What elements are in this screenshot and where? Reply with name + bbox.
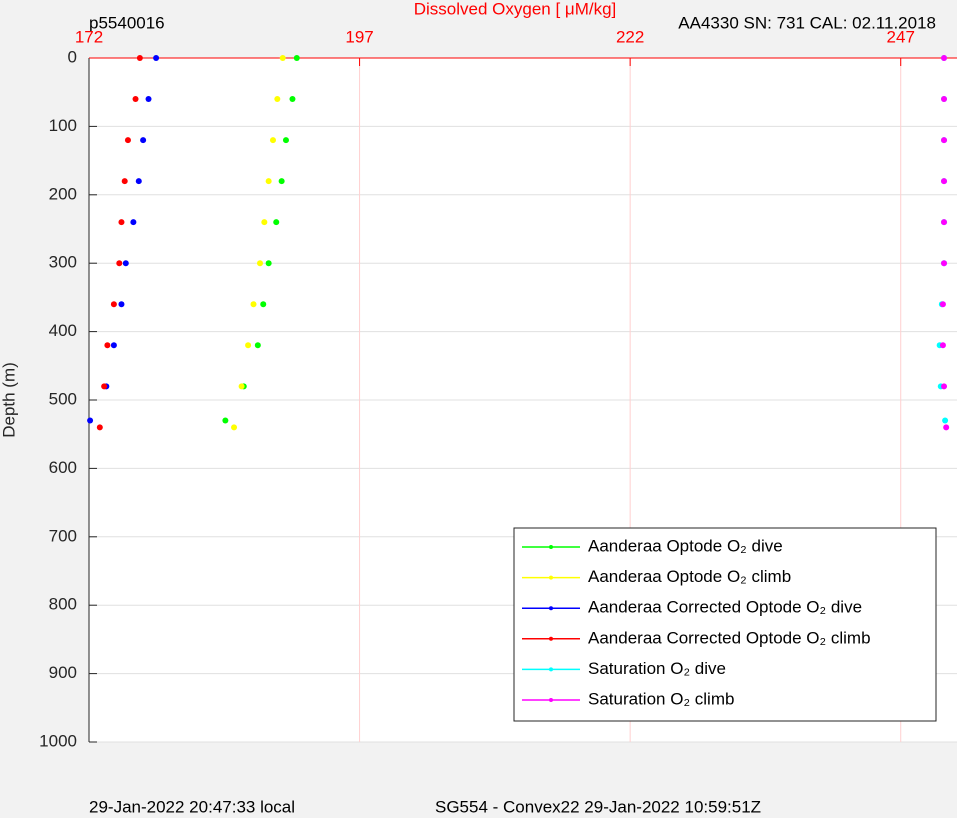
y-tick-label: 200 — [49, 184, 77, 203]
data-point — [289, 96, 296, 103]
data-point — [130, 219, 137, 226]
data-point — [121, 178, 128, 185]
data-point — [87, 417, 94, 424]
data-point — [273, 219, 280, 226]
y-tick-label: 500 — [49, 389, 77, 408]
data-point — [939, 301, 946, 308]
data-point — [941, 55, 948, 61]
data-point — [135, 178, 142, 185]
data-point — [132, 96, 139, 103]
legend-marker — [549, 698, 553, 702]
y-tick-label: 100 — [49, 116, 77, 135]
data-point — [282, 137, 289, 144]
legend-label: Aanderaa Corrected Optode O₂ climb — [588, 628, 871, 647]
data-point — [269, 137, 276, 144]
data-point — [293, 55, 300, 61]
y-tick-label: 300 — [49, 253, 77, 272]
legend-label: Aanderaa Optode O₂ climb — [588, 567, 791, 586]
legend-label: Aanderaa Corrected Optode O₂ dive — [588, 598, 862, 617]
legend-label: Saturation O₂ dive — [588, 659, 726, 678]
x-tick-label: 197 — [345, 27, 373, 46]
data-point — [278, 178, 285, 185]
data-point — [110, 301, 117, 308]
data-point — [231, 424, 238, 431]
y-tick-label: 0 — [68, 47, 77, 66]
y-tick-label: 600 — [49, 458, 77, 477]
y-tick-label: 800 — [49, 595, 77, 614]
data-point — [941, 178, 948, 185]
y-tick-label: 1000 — [39, 731, 77, 750]
data-point — [238, 383, 245, 390]
data-point — [941, 137, 948, 144]
data-point — [104, 342, 111, 349]
data-point — [116, 260, 123, 267]
data-point — [140, 137, 147, 144]
legend-marker — [549, 606, 553, 611]
data-point — [153, 55, 160, 61]
data-point — [260, 301, 267, 308]
data-point — [261, 219, 268, 226]
x-tick-label: 247 — [887, 27, 915, 46]
data-point — [124, 137, 131, 144]
data-point — [250, 301, 257, 308]
x-tick-label: 172 — [75, 27, 103, 46]
y-tick-label: 900 — [49, 663, 77, 682]
legend-label: Saturation O₂ climb — [588, 689, 734, 708]
chart-title: Dissolved Oxygen [ μM/kg] — [414, 0, 617, 18]
data-point — [941, 260, 948, 267]
legend-box — [513, 527, 937, 722]
data-point — [118, 301, 125, 308]
data-point — [265, 178, 272, 185]
data-point — [254, 342, 261, 349]
data-point — [122, 260, 129, 267]
footer-left: 29-Jan-2022 20:47:33 local — [89, 797, 295, 816]
data-point — [96, 424, 103, 431]
y-tick-label: 400 — [49, 321, 77, 340]
data-point — [941, 96, 948, 103]
legend-label: Aanderaa Optode O₂ dive — [588, 536, 783, 555]
data-point — [943, 424, 950, 431]
data-point — [245, 342, 252, 349]
data-point — [279, 55, 286, 61]
data-point — [118, 219, 125, 226]
data-point — [110, 342, 117, 349]
legend-marker — [549, 575, 553, 580]
data-point — [145, 96, 152, 103]
subtitle-left: p5540016 — [89, 13, 165, 32]
x-tick-label: 222 — [616, 27, 644, 46]
data-point — [265, 260, 272, 267]
data-point — [257, 260, 264, 267]
subtitle-right: AA4330 SN: 731 CAL: 02.11.2018 — [678, 13, 936, 32]
data-point — [942, 417, 949, 424]
legend-marker — [549, 636, 553, 641]
data-point — [941, 383, 948, 390]
data-point — [222, 417, 229, 424]
data-point — [101, 383, 108, 390]
data-point — [136, 55, 143, 61]
data-point — [274, 96, 281, 103]
legend-marker — [549, 667, 553, 672]
y-axis-label: Depth (m) — [0, 362, 18, 438]
y-tick-label: 700 — [49, 526, 77, 545]
legend-marker — [549, 545, 553, 549]
data-point — [939, 342, 946, 349]
data-point — [941, 219, 948, 226]
footer-right: SG554 - Convex22 29-Jan-2022 10:59:51Z — [435, 797, 761, 816]
